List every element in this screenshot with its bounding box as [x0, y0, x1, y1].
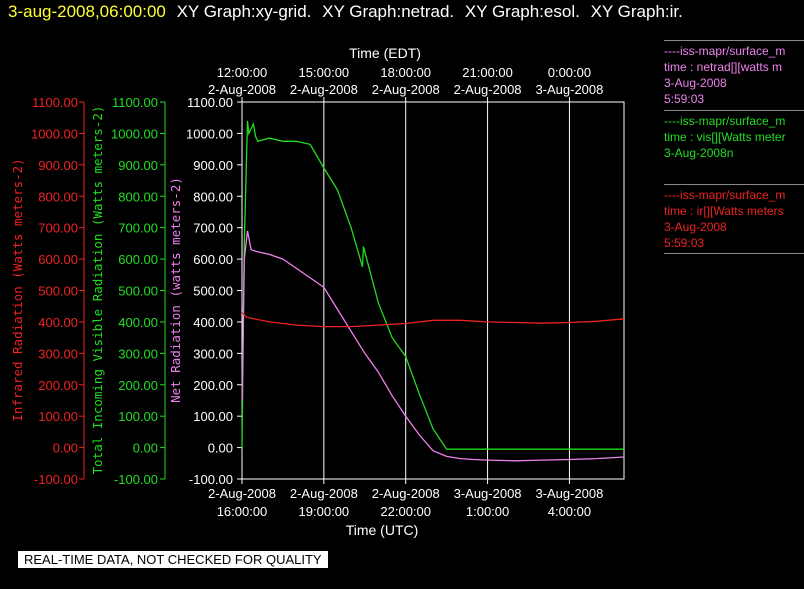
y-tick-label-netrad: 500.00 — [193, 284, 233, 299]
title-datetime: 3-aug-2008,06:00:00 — [8, 2, 166, 21]
y-axis-title-ir: Infrared Radiation (Watts meters-2) — [10, 158, 25, 421]
y-tick-label-ir: 0.00 — [53, 441, 78, 456]
x-tick-label-date: 2-Aug-2008 — [290, 486, 358, 501]
legend-time: 5:59:03 — [664, 236, 705, 250]
title-graph-esol: XY Graph:esol. — [464, 2, 580, 21]
top-axis-title: Time (EDT) — [349, 45, 421, 61]
top-tick-label-date: 2-Aug-2008 — [208, 82, 276, 97]
y-tick-label-vis: 200.00 — [118, 378, 158, 393]
y-tick-label-ir: 300.00 — [38, 346, 78, 361]
y-tick-label-vis: 300.00 — [118, 346, 158, 361]
legend-divider — [664, 184, 804, 185]
legend-source: ----iss-mapr/surface_m — [664, 188, 786, 202]
y-tick-label-netrad: 900.00 — [193, 158, 233, 173]
y-tick-label-netrad: 700.00 — [193, 221, 233, 236]
y-tick-label-vis: 900.00 — [118, 158, 158, 173]
top-tick-label-time: 15:00:00 — [299, 65, 350, 80]
y-tick-label-ir: 1000.00 — [31, 126, 78, 141]
y-tick-label-ir: 200.00 — [38, 378, 78, 393]
legend-source: ----iss-mapr/surface_m — [664, 114, 786, 128]
y-tick-label-ir: -100.00 — [34, 472, 78, 487]
y-tick-label-vis: 700.00 — [118, 221, 158, 236]
x-tick-label-time: 16:00:00 — [217, 504, 268, 519]
legend-divider — [664, 40, 804, 41]
quality-disclaimer: REAL-TIME DATA, NOT CHECKED FOR QUALITY — [18, 551, 328, 568]
legend-divider — [664, 110, 804, 111]
x-tick-label-time: 22:00:00 — [380, 504, 431, 519]
y-tick-label-netrad: 0.00 — [208, 441, 233, 456]
y-tick-label-ir: 400.00 — [38, 315, 78, 330]
legend-date: 3-Aug-2008 — [664, 76, 727, 90]
bottom-axis-title: Time (UTC) — [346, 522, 419, 538]
x-tick-label-date: 2-Aug-2008 — [208, 486, 276, 501]
y-tick-label-netrad: 400.00 — [193, 315, 233, 330]
y-tick-label-vis: 800.00 — [118, 189, 158, 204]
y-tick-label-vis: 400.00 — [118, 315, 158, 330]
top-tick-label-date: 2-Aug-2008 — [290, 82, 358, 97]
y-tick-label-vis: 1100.00 — [112, 95, 158, 110]
legend-date: 3-Aug-2008 — [664, 220, 727, 234]
title-graph-xy-grid: XY Graph:xy-grid. — [176, 2, 312, 21]
y-axis-title-netrad: Net Radiation (watts meters-2) — [168, 177, 183, 403]
top-tick-label-date: 3-Aug-2008 — [535, 82, 603, 97]
y-tick-label-netrad: 100.00 — [193, 409, 233, 424]
top-tick-label-date: 2-Aug-2008 — [372, 82, 440, 97]
x-tick-label-time: 19:00:00 — [299, 504, 350, 519]
legend-date: 3-Aug-2008n — [664, 146, 734, 160]
title-bar: 3-aug-2008,06:00:00 XY Graph:xy-grid. XY… — [8, 2, 683, 22]
y-tick-label-vis: 100.00 — [118, 409, 158, 424]
series-line-vis — [241, 120, 624, 450]
y-tick-label-netrad: 1000.00 — [186, 126, 233, 141]
y-tick-label-netrad: -100.00 — [189, 472, 233, 487]
y-tick-label-ir: 1100.00 — [32, 95, 78, 110]
y-tick-label-ir: 500.00 — [38, 284, 78, 299]
legend-variable: time : vis[][Watts meter — [664, 130, 786, 144]
top-tick-label-date: 2-Aug-2008 — [454, 82, 522, 97]
legend-variable: time : ir[][Watts meters — [664, 204, 784, 218]
title-graph-ir: XY Graph:ir. — [590, 2, 683, 21]
top-tick-label-time: 18:00:00 — [380, 65, 431, 80]
y-tick-label-netrad: 1100.00 — [187, 95, 233, 110]
y-tick-label-ir: 800.00 — [38, 189, 78, 204]
x-tick-label-date: 2-Aug-2008 — [372, 486, 440, 501]
y-tick-label-vis: -100.00 — [114, 472, 158, 487]
y-tick-label-vis: 1000.00 — [111, 126, 158, 141]
series-line-netrad — [241, 230, 625, 462]
top-tick-label-time: 0:00:00 — [548, 65, 591, 80]
legend-entry-netrad: ----iss-mapr/surface_m time : netrad[][w… — [664, 40, 804, 107]
legend-time: 5:59:03 — [664, 92, 705, 106]
y-tick-label-ir: 100.00 — [38, 409, 78, 424]
series-line-ir — [241, 312, 625, 328]
legend-entry-vis: ----iss-mapr/surface_m time : vis[][Watt… — [664, 110, 804, 161]
y-tick-label-ir: 700.00 — [38, 221, 78, 236]
legend-divider — [664, 253, 804, 254]
top-tick-label-time: 12:00:00 — [217, 65, 268, 80]
x-tick-label-time: 1:00:00 — [466, 504, 509, 519]
plot-frame — [241, 101, 625, 480]
y-tick-label-netrad: 200.00 — [193, 378, 233, 393]
y-tick-label-vis: 0.00 — [133, 441, 158, 456]
top-tick-label-time: 21:00:00 — [462, 65, 513, 80]
legend-entry-ir: ----iss-mapr/surface_m time : ir[][Watts… — [664, 184, 804, 254]
y-tick-label-ir: 600.00 — [38, 252, 78, 267]
radiation-chart: 2-Aug-2008 16:00:00 12:00:00 2-Aug-2008 2-Au… — [10, 45, 625, 538]
x-tick-label-time: 4:00:00 — [548, 504, 591, 519]
y-tick-label-netrad: 800.00 — [193, 189, 233, 204]
y-tick-label-vis: 500.00 — [118, 284, 158, 299]
y-tick-label-netrad: 300.00 — [193, 346, 233, 361]
x-tick-label-date: 3-Aug-2008 — [454, 486, 522, 501]
x-tick-label-date: 3-Aug-2008 — [535, 486, 603, 501]
y-tick-label-vis: 600.00 — [118, 252, 158, 267]
y-tick-label-ir: 900.00 — [38, 158, 78, 173]
title-graph-netrad: XY Graph:netrad. — [322, 2, 455, 21]
y-axis-title-vis: Total Incoming Visible Radiation (Watts … — [90, 106, 105, 475]
legend-variable: time : netrad[][watts m — [664, 60, 783, 74]
legend-source: ----iss-mapr/surface_m — [664, 44, 786, 58]
y-tick-label-netrad: 600.00 — [193, 252, 233, 267]
